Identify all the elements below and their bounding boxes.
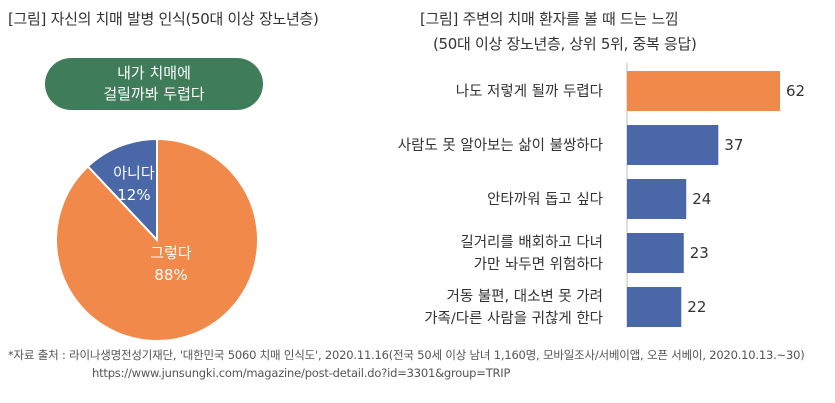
bar-label-1: 나도 저렇게 될까 두렵다 [456, 83, 603, 100]
pie-slice-yes-value: 88% [154, 266, 187, 284]
pie-slice-yes-label: 그렇다 [150, 244, 192, 262]
bar-label-3: 안타까워 돕고 싶다 [487, 191, 603, 208]
bar-1 [627, 71, 780, 111]
pie-slice-no-value: 12% [117, 186, 150, 204]
question-line-2: 걸릴까봐 두렵다 [103, 85, 205, 103]
pie-slice-yes [55, 137, 259, 342]
bar-3 [627, 179, 687, 219]
bar-4 [627, 233, 684, 273]
bar-value-1: 62 [786, 82, 805, 100]
footnote-source: *자료 출처 : 라이나생명전성기재단, '대한민국 5060 치매 인식도',… [8, 348, 805, 362]
bar-value-2: 37 [724, 136, 743, 154]
pie-slice-no [86, 137, 158, 243]
right-chart-subtitle: (50대 이상 장노년층, 상위 5위, 중복 응답) [433, 35, 697, 53]
left-chart-title: [그림] 자신의 치매 발병 인식(50대 이상 장노년층) [8, 10, 319, 28]
bar-label-5-line-2: 가족/다른 사람을 귀찮게 한다 [424, 310, 603, 327]
bar-label-5-line-1: 거동 불편, 대소변 못 가려 [447, 288, 603, 305]
bar-value-5: 22 [687, 298, 706, 316]
bar-value-3: 24 [692, 190, 711, 208]
bar-5 [627, 287, 682, 327]
bar-label-4-line-1: 길거리를 배회하고 다녀 [460, 234, 603, 251]
footnote: *자료 출처 : 라이나생명전성기재단, '대한민국 5060 치매 인식도',… [8, 346, 805, 382]
footnote-url: https://www.junsungki.com/magazine/post-… [92, 366, 511, 380]
question-line-1: 내가 치매에 [117, 64, 191, 82]
question-pill: 내가 치매에 걸릴까봐 두렵다 [45, 58, 263, 110]
pie-slice-no-label: 아니다 [113, 164, 155, 182]
bar-2 [627, 125, 719, 165]
right-chart-title: [그림] 주변의 치매 환자를 볼 때 드는 느낌 [420, 10, 679, 28]
bar-value-4: 23 [690, 244, 709, 262]
bar-label-2: 사람도 못 알아보는 삶이 불쌍하다 [398, 137, 603, 154]
bar-label-4-line-2: 가만 놔두면 위험하다 [474, 256, 603, 273]
